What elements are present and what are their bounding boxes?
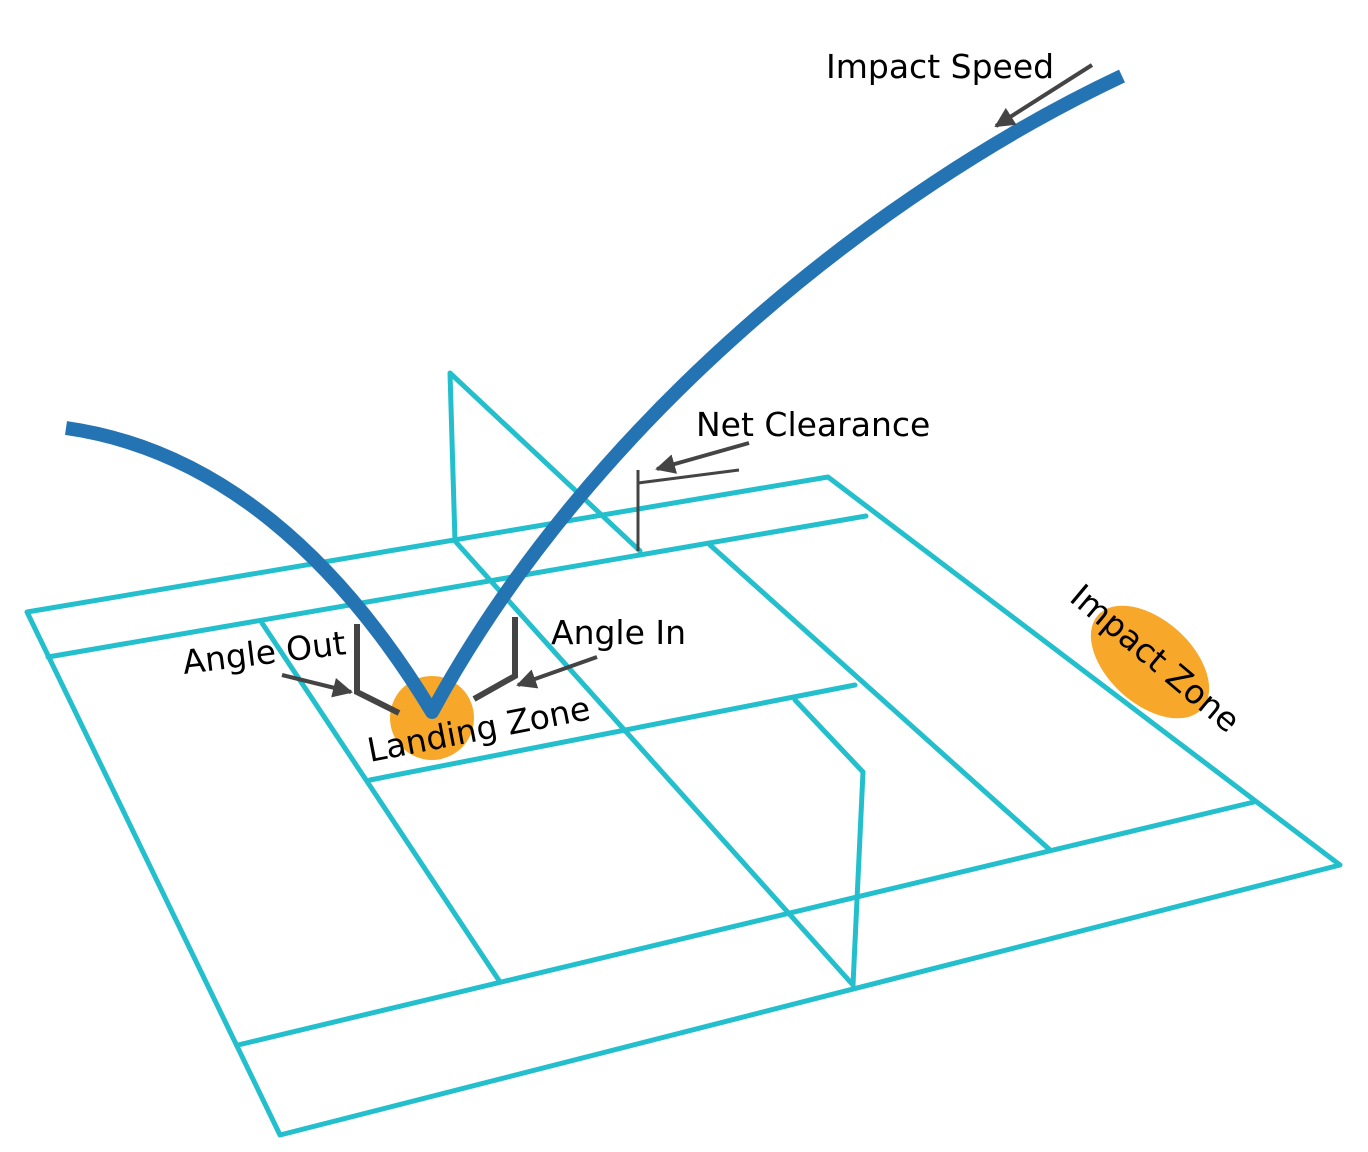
labels: Impact Speed Net Clearance Angle In Angl… xyxy=(180,47,1248,770)
impact-speed-arrow xyxy=(994,63,1094,128)
far-doubles-sideline xyxy=(45,513,869,660)
center-service-line xyxy=(367,682,858,783)
impact-speed-label: Impact Speed xyxy=(826,47,1054,86)
court xyxy=(24,370,1343,1138)
ball-trajectory xyxy=(65,69,1125,719)
angle-out-marker xyxy=(354,624,401,716)
near-doubles-sideline xyxy=(235,799,1257,1048)
angle-in-arrow xyxy=(516,655,598,689)
impact-zone-marker xyxy=(1090,605,1210,719)
net-clearance-arrow xyxy=(655,441,750,474)
impact-zone-label: Impact Zone xyxy=(1063,576,1248,740)
court-outer-boundary xyxy=(24,474,1343,1138)
near-service-line xyxy=(707,542,1053,853)
net-baseline xyxy=(452,538,856,988)
angle-in-label: Angle In xyxy=(551,613,686,652)
angle-out-arrow xyxy=(281,673,353,698)
net-clearance-label: Net Clearance xyxy=(696,405,930,444)
angle-in-marker xyxy=(472,617,518,702)
far-service-line xyxy=(259,620,503,985)
angle-markers xyxy=(354,468,740,716)
annotation-pointers xyxy=(281,63,1094,698)
net-clearance-marker xyxy=(636,468,740,551)
